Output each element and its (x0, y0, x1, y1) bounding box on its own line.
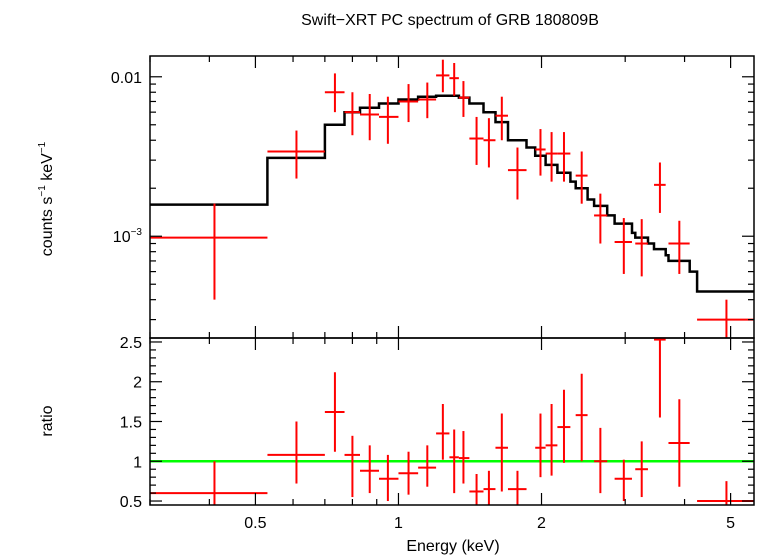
ratio-data-point (545, 404, 558, 476)
spectrum-data-point (458, 81, 470, 117)
spectrum-data-point (614, 218, 632, 274)
ylabel-counts-exp: −1 (37, 185, 48, 197)
x-tick-label: 0.5 (244, 515, 266, 532)
y-tick-label-base: 0.01 (111, 70, 142, 87)
spectrum-data-point (575, 151, 588, 204)
spectrum-data-point (697, 299, 754, 338)
ylabel-kev: keV (39, 153, 56, 185)
ratio-data-point (379, 454, 399, 502)
spectrum-data-point (483, 118, 496, 168)
ratio-data-point (668, 399, 690, 487)
ratio-data-point (324, 372, 345, 452)
x-tick-label: 2 (537, 515, 546, 532)
data-layer (150, 59, 754, 338)
y-tick-label-exp: −3 (131, 227, 143, 238)
ratio-data-point (507, 470, 527, 505)
ratio-y-tick-label: 1.5 (120, 415, 142, 432)
spectrum-data-point (436, 59, 450, 93)
ratio-data-point (150, 461, 268, 505)
model-histogram-line (150, 94, 754, 293)
spectrum-data-point (594, 193, 608, 244)
y-tick-label: 0.01 (111, 70, 142, 87)
spectrum-data-point (545, 132, 558, 182)
y-tick-label-base: 10 (113, 229, 131, 246)
ratio-data-point (267, 421, 325, 484)
spectrum-data-point (267, 130, 325, 179)
spectrum-data-point (507, 147, 527, 200)
ylabel-counts: counts s (39, 197, 56, 257)
spectrum-data-point (654, 162, 666, 213)
ratio-data-point (495, 413, 508, 492)
ratio-data-point (594, 427, 608, 494)
ratio-data-layer (150, 338, 754, 505)
spectrum-data-point (449, 63, 459, 96)
ratio-data-point (483, 470, 496, 505)
spectrum-data-point (535, 129, 546, 176)
ratio-data-point (614, 459, 632, 502)
x-axis-label: Energy (keV) (406, 538, 499, 555)
spectrum-data-point (418, 82, 437, 119)
ratio-data-point (469, 473, 484, 505)
chart-title: Swift−XRT PC spectrum of GRB 180809B (301, 12, 599, 29)
ratio-data-point (418, 445, 437, 487)
ratio-data-point (635, 441, 648, 498)
ratio-data-point (654, 338, 666, 418)
spectrum-data-point (495, 96, 508, 141)
spectrum-data-point (398, 84, 419, 123)
ratio-data-point (557, 389, 571, 463)
y-tick-label: 10−3 (113, 227, 143, 246)
ylabel-kev-exp: −1 (37, 141, 48, 153)
ratio-data-point (458, 431, 470, 484)
ratio-y-tick-label: 2.5 (120, 335, 142, 352)
ratio-data-point (344, 435, 361, 498)
ratio-data-point (535, 413, 546, 478)
spectrum-data-point (360, 93, 380, 141)
spectrum-data-point (324, 73, 345, 113)
spectrum-data-point (150, 203, 268, 300)
ratio-panel: 0.5 1 1.5 2 2.5 0.5 1 2 5 (120, 335, 755, 532)
spectrum-data-point (557, 132, 571, 182)
x-tick-label: 5 (726, 515, 735, 532)
spectrum-panel: 0.01 10−3 (111, 55, 755, 339)
spectrum-data-point (635, 219, 648, 277)
x-tick-label: 1 (394, 515, 403, 532)
spectrum-ticks: 0.01 10−3 (111, 56, 754, 338)
spectrum-data-point (344, 92, 361, 136)
ratio-y-tick-label: 1 (133, 454, 142, 471)
spectrum-data-point (668, 220, 690, 274)
ratio-y-tick-label: 2 (133, 375, 142, 392)
ratio-panel-frame (149, 337, 755, 506)
spectrum-y-axis-label: counts s−1 keV−1 (37, 141, 56, 256)
ratio-data-point (575, 373, 588, 462)
ratio-y-tick-label: 0.5 (120, 494, 142, 511)
ratio-data-point (436, 404, 450, 460)
ratio-data-point (360, 445, 380, 494)
model-layer (150, 94, 754, 293)
ratio-y-axis-label: ratio (39, 405, 56, 436)
ratio-data-point (398, 451, 419, 495)
ratio-data-point (449, 429, 459, 494)
spectrum-data-point (469, 116, 484, 165)
spectrum-data-point (379, 96, 399, 144)
